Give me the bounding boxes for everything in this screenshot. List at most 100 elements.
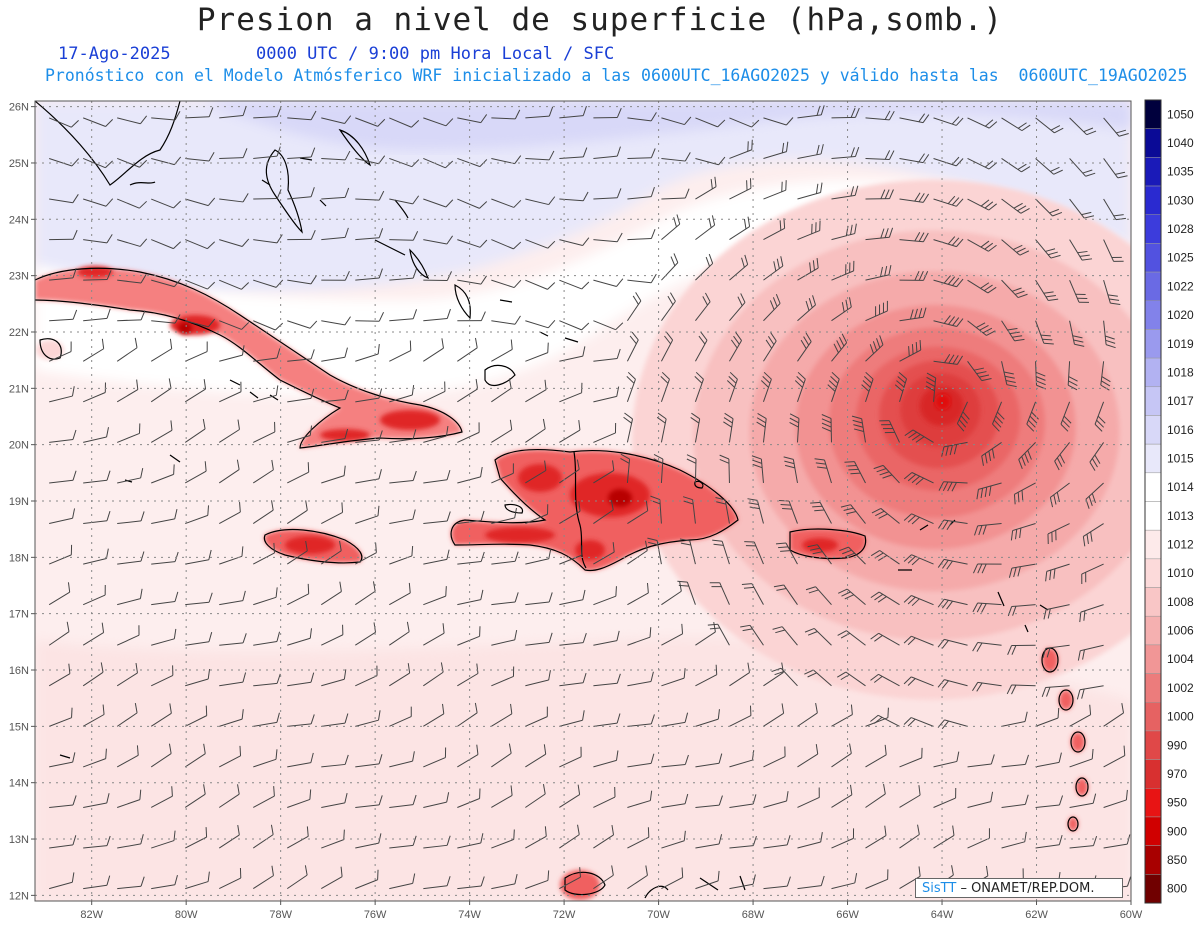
colorbar-swatch — [1144, 357, 1162, 388]
wind-barb-flag — [842, 549, 852, 555]
wind-barb-flag — [915, 436, 925, 443]
wind-barb-staff — [287, 681, 312, 687]
wind-barb-staff — [287, 593, 309, 606]
wind-barb-flag — [1014, 338, 1025, 342]
wind-barb-flag — [616, 232, 623, 243]
wind-barb-flag — [979, 374, 990, 378]
wind-barb-staff — [593, 239, 618, 243]
wind-barb-flag — [679, 538, 690, 542]
wind-barb-flag — [136, 379, 139, 390]
wind-barb-staff — [423, 435, 447, 443]
wind-barb-flag — [169, 703, 172, 714]
wind-barb-staff — [83, 758, 106, 768]
colorbar-swatch — [1144, 730, 1162, 760]
wind-barb-staff — [252, 509, 274, 524]
wind-barb-flag — [1007, 606, 1013, 617]
wind-barb-flag — [700, 331, 708, 341]
wind-barb-flag — [874, 593, 884, 601]
wind-barb-flag — [729, 371, 738, 380]
wind-barb-flag — [951, 865, 954, 876]
wind-barb-flag — [577, 784, 581, 795]
colorbar-label: 1035 — [1167, 165, 1194, 179]
wind-barb-flag — [907, 637, 916, 646]
wind-barb-flag — [106, 470, 111, 481]
wind-barb-flag — [684, 712, 689, 723]
wind-barb-flag — [1047, 608, 1051, 619]
wind-barb-staff — [287, 320, 311, 329]
wind-barb-staff — [627, 681, 652, 687]
wind-barb-flag — [751, 119, 760, 128]
wind-barb-staff — [457, 198, 480, 209]
colorbar-swatch — [1144, 501, 1162, 531]
wind-barb-flag — [747, 662, 750, 673]
wind-barb-flag — [743, 586, 754, 589]
wind-barb-flag — [839, 546, 849, 552]
wind-barb-flag — [714, 176, 717, 187]
wind-barb-staff — [423, 117, 447, 127]
latitude-label: 21N — [9, 383, 29, 395]
wind-barb-staff — [253, 682, 278, 687]
wind-barb-flag — [513, 241, 522, 250]
colorbar-swatch — [1144, 587, 1162, 617]
wind-barb-staff — [559, 719, 583, 727]
wind-barb-flag — [810, 501, 821, 504]
wind-barb-flag — [547, 870, 550, 881]
wind-barb-flag — [907, 596, 916, 605]
wind-barb-staff — [287, 471, 309, 484]
wind-barb-staff — [457, 754, 479, 768]
wind-barb-flag — [372, 581, 376, 592]
wind-barb-flag — [955, 117, 964, 126]
wind-barb-flag — [378, 754, 383, 764]
wind-barb-staff — [457, 431, 480, 443]
wind-barb-flag — [1031, 411, 1039, 420]
wind-barb-flag — [105, 198, 114, 207]
colorbar-label: 1050 — [1167, 107, 1194, 121]
wind-barb-staff — [150, 429, 173, 443]
wind-barb-flag — [918, 785, 921, 796]
wind-barb-flag — [718, 753, 723, 764]
wind-barb-staff — [253, 116, 278, 119]
wind-barb-flag — [106, 793, 110, 804]
wind-barb-flag — [984, 453, 988, 464]
latitude-label: 16N — [9, 665, 29, 677]
wind-barb-staff — [559, 510, 581, 524]
wind-barb-flag — [174, 874, 178, 885]
wind-barb-flag — [1056, 457, 1063, 467]
wind-barb-flag — [173, 200, 182, 209]
wind-barb-flag — [344, 389, 349, 400]
colorbar-swatch — [1144, 271, 1162, 302]
wind-barb-flag — [888, 227, 894, 238]
wind-barb-flag — [690, 416, 700, 424]
wind-barb-flag — [850, 472, 861, 475]
wind-barb-flag — [993, 419, 1002, 428]
wind-barb-flag — [812, 260, 815, 271]
wind-barb-flag — [673, 253, 679, 263]
wind-barb-flag — [922, 154, 930, 163]
wind-barb-flag — [624, 412, 633, 420]
wind-barb-flag — [1091, 493, 1096, 504]
wind-barb-staff — [150, 712, 172, 727]
wind-barb-flag — [997, 411, 1005, 420]
wind-barb-flag — [1058, 795, 1064, 806]
wind-barb-staff — [151, 884, 175, 890]
wind-barb-flag — [241, 238, 250, 247]
wind-barb-staff — [219, 198, 244, 203]
colorbar-swatch — [1144, 874, 1162, 904]
wind-barb-flag — [306, 826, 309, 837]
wind-barb-flag — [207, 281, 216, 290]
latitude-label: 19N — [9, 496, 29, 508]
wind-barb-flag — [870, 550, 881, 557]
wind-barb-staff — [695, 674, 717, 687]
wind-barb-staff — [457, 673, 479, 687]
wind-barb-staff — [253, 320, 276, 331]
wind-barb-flag — [942, 559, 949, 569]
wind-barb-flag — [513, 199, 522, 208]
wind-barb-flag — [1012, 606, 1017, 616]
longitude-label: 60W — [1120, 909, 1143, 921]
wind-barb-staff — [389, 198, 413, 205]
wind-barb-flag — [815, 702, 818, 713]
wind-barb-staff — [593, 796, 616, 808]
wind-barb-staff — [729, 672, 750, 687]
wind-barb-flag — [510, 785, 513, 796]
wind-barb-staff — [185, 678, 209, 687]
